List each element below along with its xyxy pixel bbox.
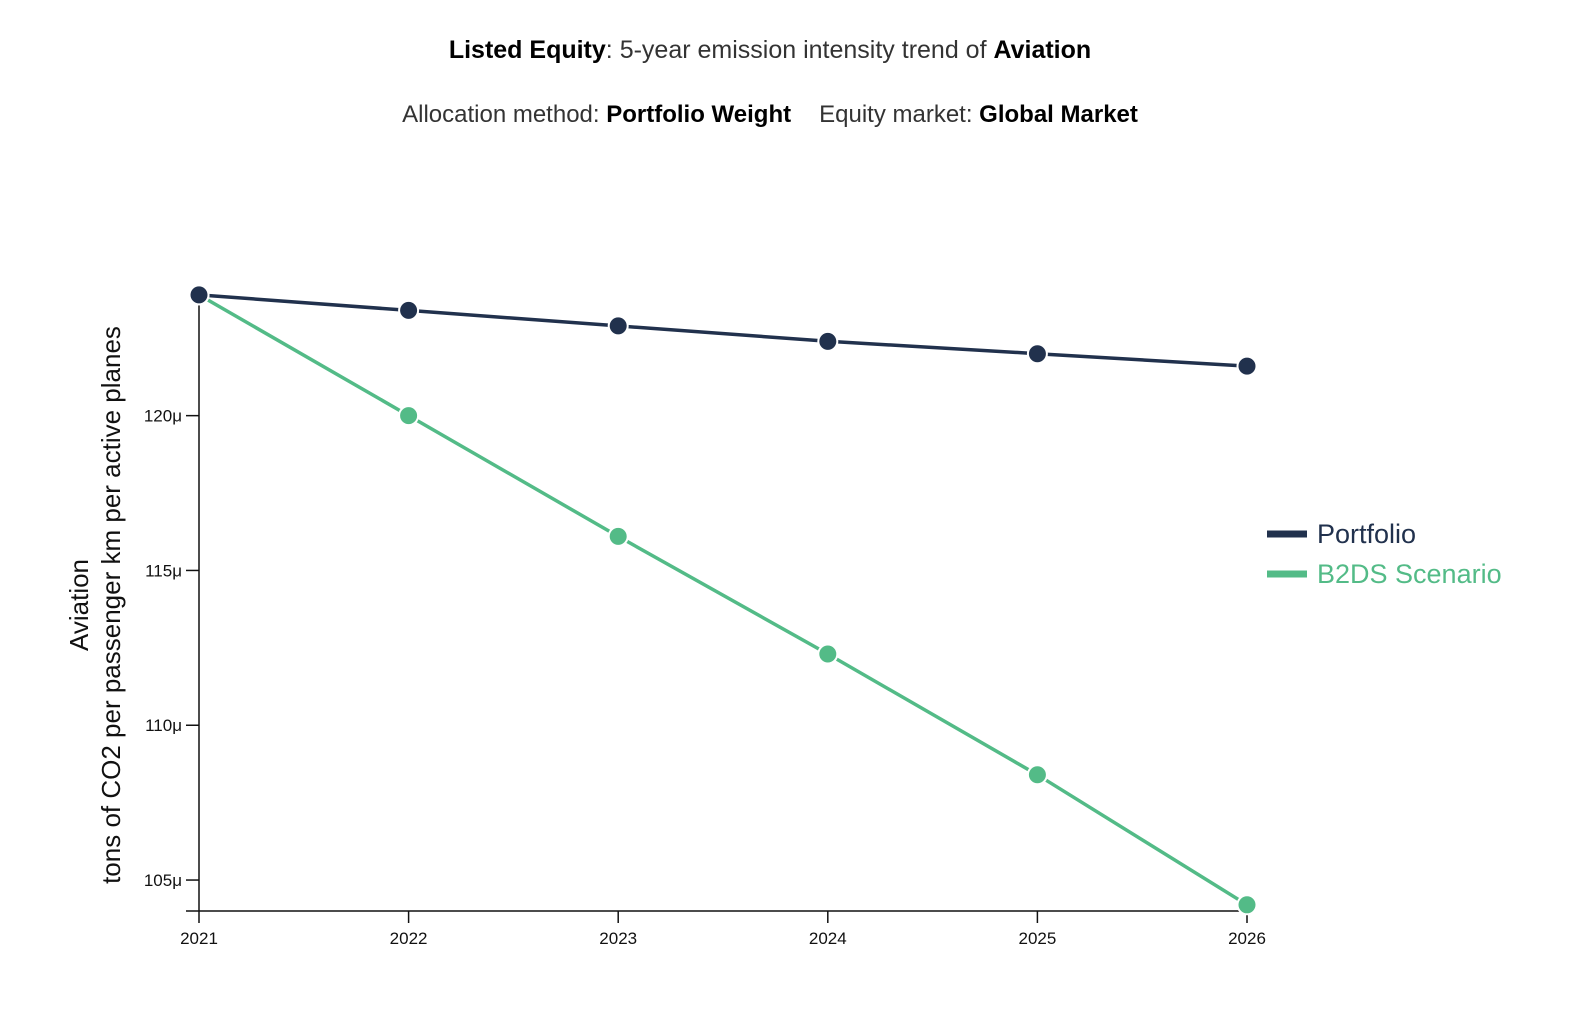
data-point-portfolio[interactable] — [188, 284, 210, 306]
x-tick-label: 2022 — [390, 929, 428, 948]
y-axis-title: Aviation tons of CO2 per passenger km pe… — [64, 326, 126, 884]
data-point-portfolio[interactable] — [1026, 343, 1048, 365]
title-bold-segment-1: Listed Equity — [448, 36, 606, 64]
series-line-portfolio — [198, 293, 1248, 368]
x-tick-label: 2024 — [809, 929, 847, 948]
chart-axes: 105μ 110μ 115μ 120μ 2021 2022 2023 2024 2025 2026 — [144, 298, 1266, 948]
y-tick-label: 110μ — [145, 716, 182, 735]
y-axis-title-line-1: Aviation — [64, 559, 94, 651]
y-tick-label: 115μ — [145, 561, 182, 580]
data-point-portfolio[interactable] — [1236, 355, 1258, 377]
allocation-method-label: Allocation method: — [402, 101, 607, 128]
legend-label: B2DS Scenario — [1317, 559, 1502, 589]
title-middle-segment: : 5-year emission intensity trend of — [605, 36, 994, 64]
data-point-portfolio[interactable] — [817, 330, 839, 352]
series-line-b2ds-scenario — [198, 293, 1248, 907]
x-tick-label: 2025 — [1018, 929, 1056, 948]
chart-subtitle: Allocation method: Portfolio Weight Equit… — [0, 101, 1540, 129]
y-tick-label: 120μ — [144, 407, 182, 426]
x-tick-label: 2023 — [599, 929, 637, 948]
data-point-b2ds-scenario[interactable] — [817, 643, 839, 665]
legend-label: Portfolio — [1317, 519, 1416, 549]
data-point-b2ds-scenario[interactable] — [1026, 764, 1048, 786]
title-bold-segment-2: Aviation — [993, 36, 1092, 64]
allocation-method-value: Portfolio Weight — [606, 101, 792, 128]
equity-market-value: Global Market — [979, 101, 1138, 128]
x-tick-label: 2021 — [180, 929, 218, 948]
data-point-portfolio[interactable] — [607, 315, 629, 337]
data-point-b2ds-scenario[interactable] — [398, 405, 420, 427]
chart-legend: Portfolio B2DS Scenario — [1267, 519, 1502, 589]
data-point-portfolio[interactable] — [398, 299, 420, 321]
data-point-b2ds-scenario[interactable] — [607, 525, 629, 547]
equity-market-label: Equity market: — [819, 101, 980, 128]
chart-title: Listed Equity: 5-year emission intensity… — [0, 36, 1540, 65]
data-point-b2ds-scenario[interactable] — [1236, 894, 1258, 916]
x-tick-label: 2026 — [1228, 929, 1266, 948]
chart-series — [188, 284, 1258, 916]
y-axis-title-line-2: tons of CO2 per passenger km per active … — [96, 326, 126, 884]
y-tick-label: 105μ — [144, 871, 182, 890]
